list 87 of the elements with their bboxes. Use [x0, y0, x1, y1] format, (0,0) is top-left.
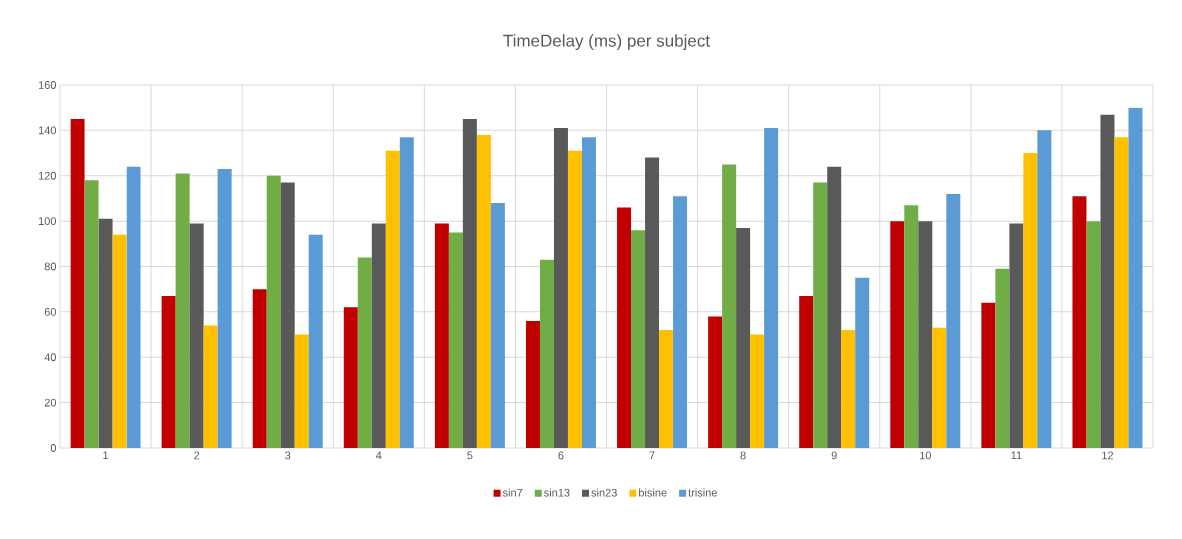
x-tick-label: 9	[831, 451, 837, 460]
bar	[525, 320, 540, 448]
bar	[946, 193, 961, 448]
y-tick-label: 20	[44, 398, 57, 407]
bar	[581, 137, 596, 448]
y-tick-label: 160	[38, 81, 57, 89]
bar	[126, 166, 141, 448]
legend-label: sin13	[544, 488, 570, 497]
bar	[252, 289, 267, 448]
bar	[448, 232, 463, 448]
bar	[1128, 107, 1143, 448]
bar	[918, 221, 933, 448]
x-tick-label: 2	[194, 451, 200, 460]
bar	[189, 223, 204, 448]
bar	[203, 325, 218, 448]
bar	[617, 207, 632, 448]
bar	[1072, 196, 1087, 448]
x-tick-label: 5	[467, 451, 473, 460]
bar	[904, 205, 919, 448]
y-tick-label: 40	[44, 353, 57, 362]
y-tick-label: 100	[38, 217, 57, 226]
bar	[371, 223, 386, 448]
bar	[280, 182, 295, 448]
bar	[175, 173, 190, 448]
bar	[161, 295, 176, 448]
bar	[553, 128, 568, 448]
bar	[98, 218, 113, 448]
bar	[1114, 137, 1129, 448]
y-tick-label: 60	[44, 307, 57, 316]
bar	[722, 164, 737, 448]
bar	[476, 134, 491, 448]
bar	[1100, 114, 1115, 448]
x-tick-label: 3	[285, 451, 291, 460]
x-tick-label: 1	[103, 451, 109, 460]
bar	[841, 330, 856, 448]
bar	[827, 166, 842, 448]
bar	[855, 277, 870, 448]
x-tick-label: 12	[1102, 451, 1114, 460]
bar	[567, 150, 582, 448]
bar	[1023, 153, 1038, 448]
bar	[631, 230, 646, 448]
bar	[813, 182, 828, 448]
x-tick-label: 11	[1011, 451, 1022, 460]
bar	[462, 119, 477, 448]
bar	[708, 316, 723, 448]
bar	[308, 234, 323, 448]
bar	[112, 234, 127, 448]
x-tick-label: 8	[740, 451, 746, 460]
y-tick-label: 120	[38, 171, 57, 180]
bar	[217, 168, 232, 448]
bar	[1086, 221, 1101, 448]
bar	[399, 137, 414, 448]
x-tick-label: 10	[920, 451, 931, 460]
y-tick-label: 0	[50, 444, 57, 452]
legend-label: trisine	[688, 488, 717, 497]
bar	[764, 128, 779, 448]
bar	[385, 150, 400, 448]
x-tick-label: 4	[375, 451, 382, 460]
y-tick-label: 140	[38, 126, 57, 135]
bar	[1009, 223, 1024, 448]
bar	[343, 307, 358, 448]
bar	[736, 227, 751, 448]
bar	[490, 202, 505, 448]
y-tick-label: 80	[44, 262, 57, 271]
legend-label: sin7	[502, 488, 523, 497]
bar	[659, 330, 674, 448]
bar	[799, 295, 814, 448]
bar	[750, 334, 765, 448]
bar	[890, 221, 905, 448]
legend-label: sin23	[591, 488, 617, 497]
bar	[84, 180, 99, 448]
chart-title: TimeDelay (ms) per subject	[503, 34, 710, 51]
bar	[673, 196, 688, 448]
bar	[995, 268, 1010, 448]
bar	[539, 259, 554, 448]
bar	[294, 334, 309, 448]
bar	[981, 302, 996, 448]
bar	[266, 175, 281, 448]
x-tick-label: 7	[649, 451, 655, 460]
x-tick-label: 6	[558, 451, 564, 460]
legend-label: bisine	[639, 488, 667, 497]
bar	[932, 327, 947, 448]
bar	[357, 257, 372, 448]
bar	[1037, 130, 1052, 448]
bar	[70, 119, 85, 448]
bar	[434, 223, 449, 448]
bar	[645, 157, 660, 448]
